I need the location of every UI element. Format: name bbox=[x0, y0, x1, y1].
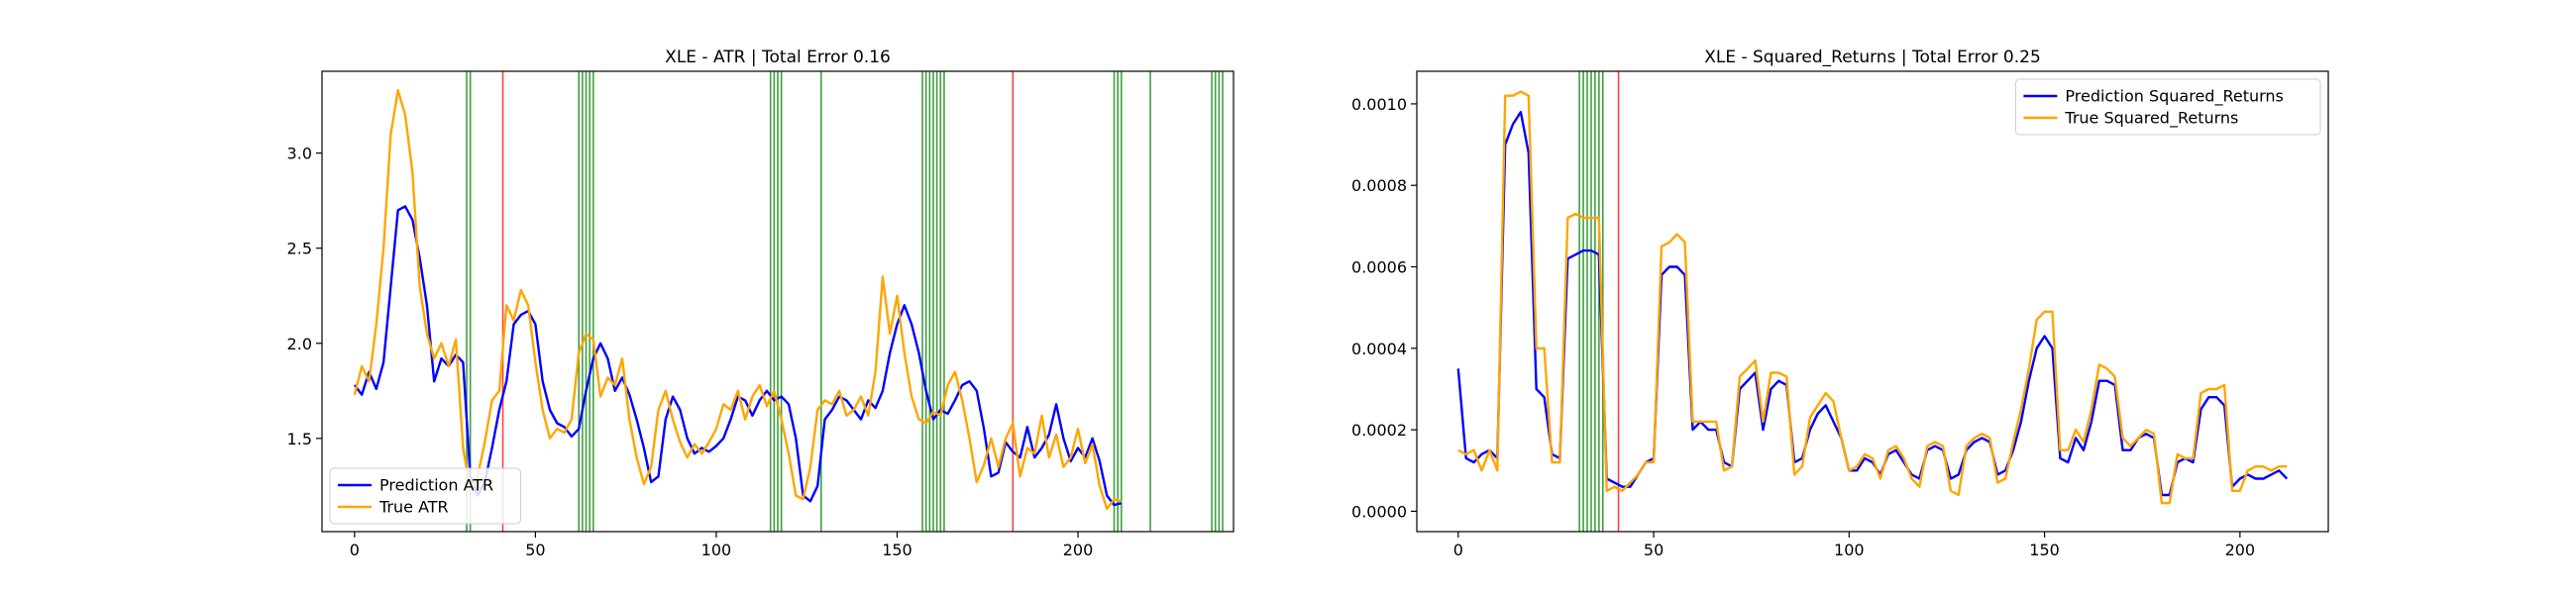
y-tick-label: 0.0000 bbox=[1351, 502, 1407, 521]
x-tick-label: 0 bbox=[350, 541, 360, 559]
chart-title: XLE - Squared_Returns | Total Error 0.25 bbox=[1704, 48, 2041, 67]
legend-box bbox=[2014, 78, 2321, 136]
y-tick-label: 2.0 bbox=[287, 335, 312, 353]
x-tick-label: 100 bbox=[1834, 541, 1865, 559]
y-tick-label: 0.0004 bbox=[1351, 340, 1407, 358]
legend-label: Prediction ATR bbox=[379, 476, 493, 495]
x-tick-label: 50 bbox=[525, 541, 545, 559]
chart-title: XLE - ATR | Total Error 0.16 bbox=[665, 48, 891, 67]
y-tick-label: 0.0008 bbox=[1351, 176, 1407, 195]
y-tick-label: 0.0006 bbox=[1351, 258, 1407, 277]
x-tick-label: 100 bbox=[701, 541, 732, 559]
true-series-line bbox=[353, 88, 1123, 511]
legend-box bbox=[329, 467, 521, 525]
y-tick-label: 0.0002 bbox=[1351, 421, 1407, 440]
x-tick-label: 200 bbox=[1063, 541, 1094, 559]
plot-frame bbox=[321, 70, 1234, 533]
squared-returns-chart-panel: XLE - Squared_Returns | Total Error 0.25… bbox=[1351, 48, 2329, 559]
y-tick-label: 2.5 bbox=[287, 240, 312, 258]
legend-label: True ATR bbox=[378, 498, 449, 517]
legend-label: Prediction Squared_Returns bbox=[2065, 87, 2283, 107]
x-tick-label: 200 bbox=[2225, 541, 2256, 559]
prediction-series-line bbox=[1456, 110, 2289, 497]
legend-label: True Squared_Returns bbox=[2064, 109, 2238, 129]
series-lines bbox=[1456, 90, 2289, 505]
x-tick-label: 150 bbox=[882, 541, 912, 559]
y-tick-label: 1.5 bbox=[287, 430, 312, 448]
plot-frame bbox=[1416, 70, 2329, 533]
x-tick-label: 50 bbox=[1644, 541, 1664, 559]
y-tick-label: 3.0 bbox=[287, 145, 312, 163]
event-lines bbox=[1578, 71, 1620, 532]
true-series-line bbox=[1457, 90, 2288, 505]
atr-chart-panel: XLE - ATR | Total Error 0.16 0 50 100 150 200… bbox=[287, 48, 1234, 559]
legend: Prediction ATR True ATR bbox=[329, 467, 521, 525]
y-tick-label: 0.0010 bbox=[1351, 95, 1407, 114]
x-tick-label: 150 bbox=[2029, 541, 2060, 559]
x-tick-label: 0 bbox=[1453, 541, 1463, 559]
